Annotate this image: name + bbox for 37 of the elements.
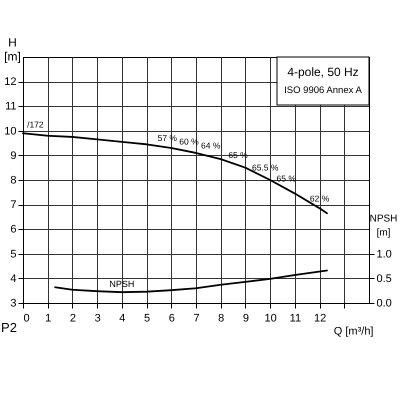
annotation: 64 %	[201, 140, 221, 150]
x-tick-label: 1	[45, 312, 52, 324]
x-tick-label: 6	[168, 312, 175, 324]
y-tick-label: 11	[5, 100, 16, 113]
y-tick-label: 4	[10, 272, 16, 285]
x-tick-label: 7	[193, 312, 200, 324]
y-tick-label: 12	[4, 76, 16, 88]
y-tick-label: 10	[4, 125, 16, 138]
y2-tick-label: 0.5	[376, 272, 392, 285]
y-axis-title: H [m]	[4, 36, 21, 64]
x-tick-label: 9	[242, 312, 249, 324]
x-tick-label: 5	[144, 312, 150, 324]
x-tick-label: 10	[264, 312, 277, 324]
x-tick-label: 0	[24, 312, 30, 324]
y-tick-label: 3	[10, 298, 16, 310]
y-tick-label: 5	[10, 248, 16, 260]
x-tick-label: 12	[314, 312, 326, 324]
x-tick-label: 11	[290, 312, 302, 324]
text: P2	[1, 320, 17, 335]
y-tick-label: 6	[10, 224, 16, 236]
y2-tick-label: 0.0	[376, 298, 392, 310]
text: 4-pole, 50 Hz	[287, 65, 359, 79]
y-tick-label: 7	[10, 199, 16, 212]
y2-axis-title: NPSH [m]	[370, 214, 398, 238]
text: ISO 9906 Annex A	[284, 85, 362, 96]
x-tick-label: 4	[119, 312, 126, 324]
annotation: 65.5 %	[252, 162, 279, 173]
annotation: /172	[27, 119, 44, 130]
x-tick-label: 3	[94, 312, 101, 324]
x-tick-label: 8	[218, 312, 224, 324]
annotation: 62 %	[310, 193, 330, 204]
y2-tick-label: 1.0	[376, 248, 392, 260]
x-tick-label: 2	[70, 312, 76, 324]
x-axis-title: Q [m³/h]	[334, 326, 374, 338]
y-tick-label: 9	[10, 150, 16, 162]
line-series	[54, 270, 328, 294]
y-tick-label: 8	[10, 174, 16, 186]
